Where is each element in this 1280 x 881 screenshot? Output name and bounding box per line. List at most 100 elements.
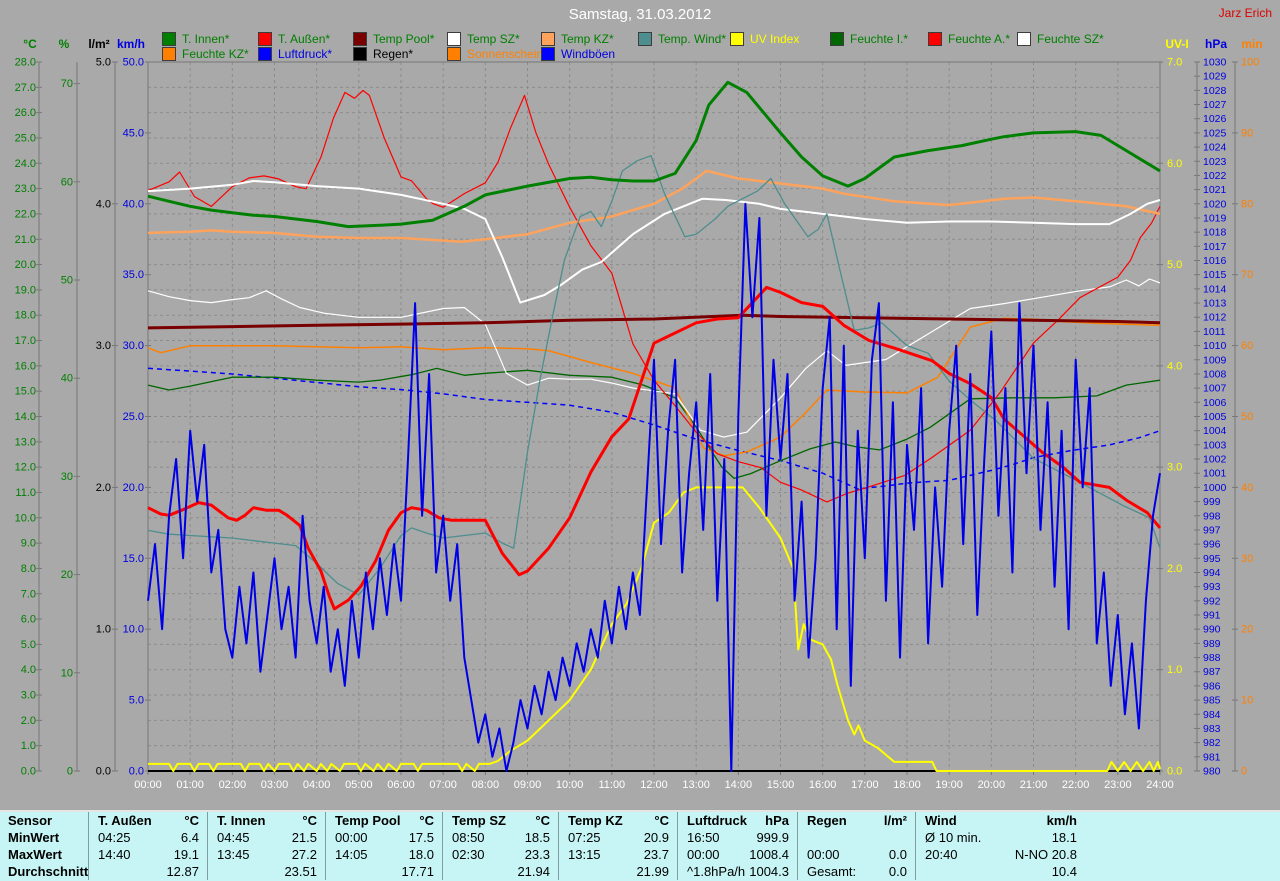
axis-tick-label-hpa: 1022 [1203,170,1227,182]
table-cell-wind-header: Wind km/h [915,812,1085,829]
table-cell-wind-max: 20:40 N-NO 20.8 [915,846,1085,863]
axis-tick-label-celsius: 4.0 [21,664,36,676]
axis-tick-label-kmh: 20.0 [123,482,144,494]
axis-tick-label-uvi: 7.0 [1167,57,1182,69]
axis-tick-label-hpa: 988 [1203,652,1221,664]
axis-tick-label-celsius: 24.0 [15,158,36,170]
table-cell-tempkz-min: 07:25 20.9 [558,829,677,846]
legend-item-temp_kz[interactable]: Temp KZ* [541,31,614,46]
x-tick-label: 17:00 [851,779,879,791]
table-cell-tauen-max: 14:40 19.1 [88,846,207,863]
legend-item-temp_pool[interactable]: Temp Pool* [353,31,434,46]
axis-tick-label-hpa: 999 [1203,496,1221,508]
table-cell-tempsz-max: 02:30 23.3 [442,846,558,863]
axis-tick-label-minutes: 10 [1241,695,1253,707]
axis-tick-label-celsius: 16.0 [15,360,36,372]
axis-tick-label-hpa: 1026 [1203,113,1227,125]
x-tick-label: 01:00 [176,779,204,791]
x-tick-label: 21:00 [1020,779,1048,791]
axis-tick-label-celsius: 25.0 [15,132,36,144]
axis-tick-label-hpa: 990 [1203,624,1221,636]
x-tick-label: 11:00 [598,779,625,791]
x-tick-label: 18:00 [893,779,921,791]
legend-item-feuchte_sz[interactable]: Feuchte SZ* [1017,31,1104,46]
x-tick-label: 20:00 [978,779,1006,791]
axis-tick-label-hpa: 1004 [1203,425,1227,437]
axis-tick-label-celsius: 13.0 [15,436,36,448]
axis-tick-label-hpa: 1013 [1203,298,1227,310]
axis-tick-label-uvi: 2.0 [1167,563,1182,575]
axis-tick-label-minutes: 50 [1241,411,1253,423]
axis-tick-label-hpa: 1000 [1203,482,1227,494]
legend-item-feuchte_i[interactable]: Feuchte I.* [830,31,908,46]
table-filler [1085,863,1280,880]
table-cell-tinnen-max: 13:45 27.2 [207,846,325,863]
axis-tick-label-percent: 0 [67,766,73,778]
axis-tick-label-hpa: 1020 [1203,198,1227,210]
legend-item-windboeen[interactable]: Windböen [541,46,615,61]
axis-tick-label-lm2: 0.0 [96,766,111,778]
legend-swatch-windboeen [541,46,555,61]
axis-tick-label-hpa: 1028 [1203,85,1227,97]
table-cell-tempkz-max: 13:15 23.7 [558,846,677,863]
axis-tick-label-lm2: 4.0 [96,198,111,210]
axis-tick-label-kmh: 0.0 [129,766,144,778]
legend-item-feuchte_a[interactable]: Feuchte A.* [928,31,1010,46]
legend: T. Innen* T. Außen* Temp Pool* Temp SZ* Temp… [0,0,1280,62]
table-cell-temppool-max: 14:05 18.0 [325,846,442,863]
legend-label: T. Außen* [278,31,331,46]
table-row-label: Sensor [8,813,53,828]
legend-item-feuchte_kz[interactable]: Feuchte KZ* [162,46,249,61]
axis-tick-label-celsius: 28.0 [15,57,36,69]
axis-tick-label-hpa: 1007 [1203,383,1227,395]
chart-plot: °C% l/m² km/h UV-I hPa min 0.0 1.0 2.0 3.0 4.0 5.0 6… [15,37,1263,791]
series-temp_kz [147,169,1161,244]
axis-tick-label-hpa: 993 [1203,581,1221,593]
axis-unit-celsius: °C [23,37,37,51]
axis-tick-label-hpa: 1009 [1203,354,1227,366]
axis-tick-label-celsius: 23.0 [15,183,36,195]
axis-tick-label-hpa: 1030 [1203,57,1227,69]
legend-item-uv[interactable]: UV Index [730,31,800,46]
x-tick-label: 19:00 [935,779,963,791]
table-cell-tinnen-min: 04:45 21.5 [207,829,325,846]
axis-tick-label-uvi: 1.0 [1167,664,1182,676]
axis-tick-label-percent: 40 [61,373,73,385]
legend-swatch-temp_pool [353,31,367,46]
axis-tick-label-minutes: 100 [1241,57,1259,69]
legend-label: UV Index [750,31,800,46]
table-cell-tempsz-min: 08:50 18.5 [442,829,558,846]
axis-tick-label-lm2: 2.0 [96,482,111,494]
axis-tick-label-uvi: 5.0 [1167,259,1182,271]
axis-tick-label-minutes: 80 [1241,198,1253,210]
series-windboeen [147,202,1161,772]
axis-tick-label-hpa: 1019 [1203,212,1227,224]
axis-tick-label-minutes: 90 [1241,127,1253,139]
axis-tick-label-celsius: 5.0 [21,639,36,651]
axis-tick-label-celsius: 7.0 [21,588,36,600]
axis-tick-label-percent: 30 [61,471,73,483]
legend-label: T. Innen* [182,31,230,46]
axis-tick-label-percent: 60 [61,176,73,188]
axis-tick-label-hpa: 989 [1203,638,1221,650]
series-t_innen [147,80,1161,229]
axis-tick-label-celsius: 17.0 [15,335,36,347]
legend-item-sonnenschein[interactable]: Sonnenschein [447,46,543,61]
legend-item-luftdruck[interactable]: Luftdruck* [258,46,332,61]
axis-tick-label-celsius: 21.0 [15,234,36,246]
axis-tick-label-kmh: 35.0 [123,269,144,281]
legend-item-temp_wind[interactable]: Temp. Wind* [638,31,726,46]
axis-tick-label-hpa: 1005 [1203,411,1227,423]
series-temp_wind [147,155,1161,596]
axis-tick-label-minutes: 60 [1241,340,1253,352]
axis-tick-label-celsius: 12.0 [15,462,36,474]
table-cell-tauen-min: 04:25 6.4 [88,829,207,846]
axis-tick-label-minutes: 20 [1241,624,1253,636]
legend-item-t_aussen[interactable]: T. Außen* [258,31,331,46]
axis-tick-label-hpa: 995 [1203,553,1221,565]
table-cell-tauen-avg: 12.87 [88,863,207,880]
legend-item-temp_sz[interactable]: Temp SZ* [447,31,520,46]
legend-item-regen[interactable]: Regen* [353,46,413,61]
legend-item-t_innen[interactable]: T. Innen* [162,31,230,46]
axis-tick-label-hpa: 1024 [1203,142,1227,154]
